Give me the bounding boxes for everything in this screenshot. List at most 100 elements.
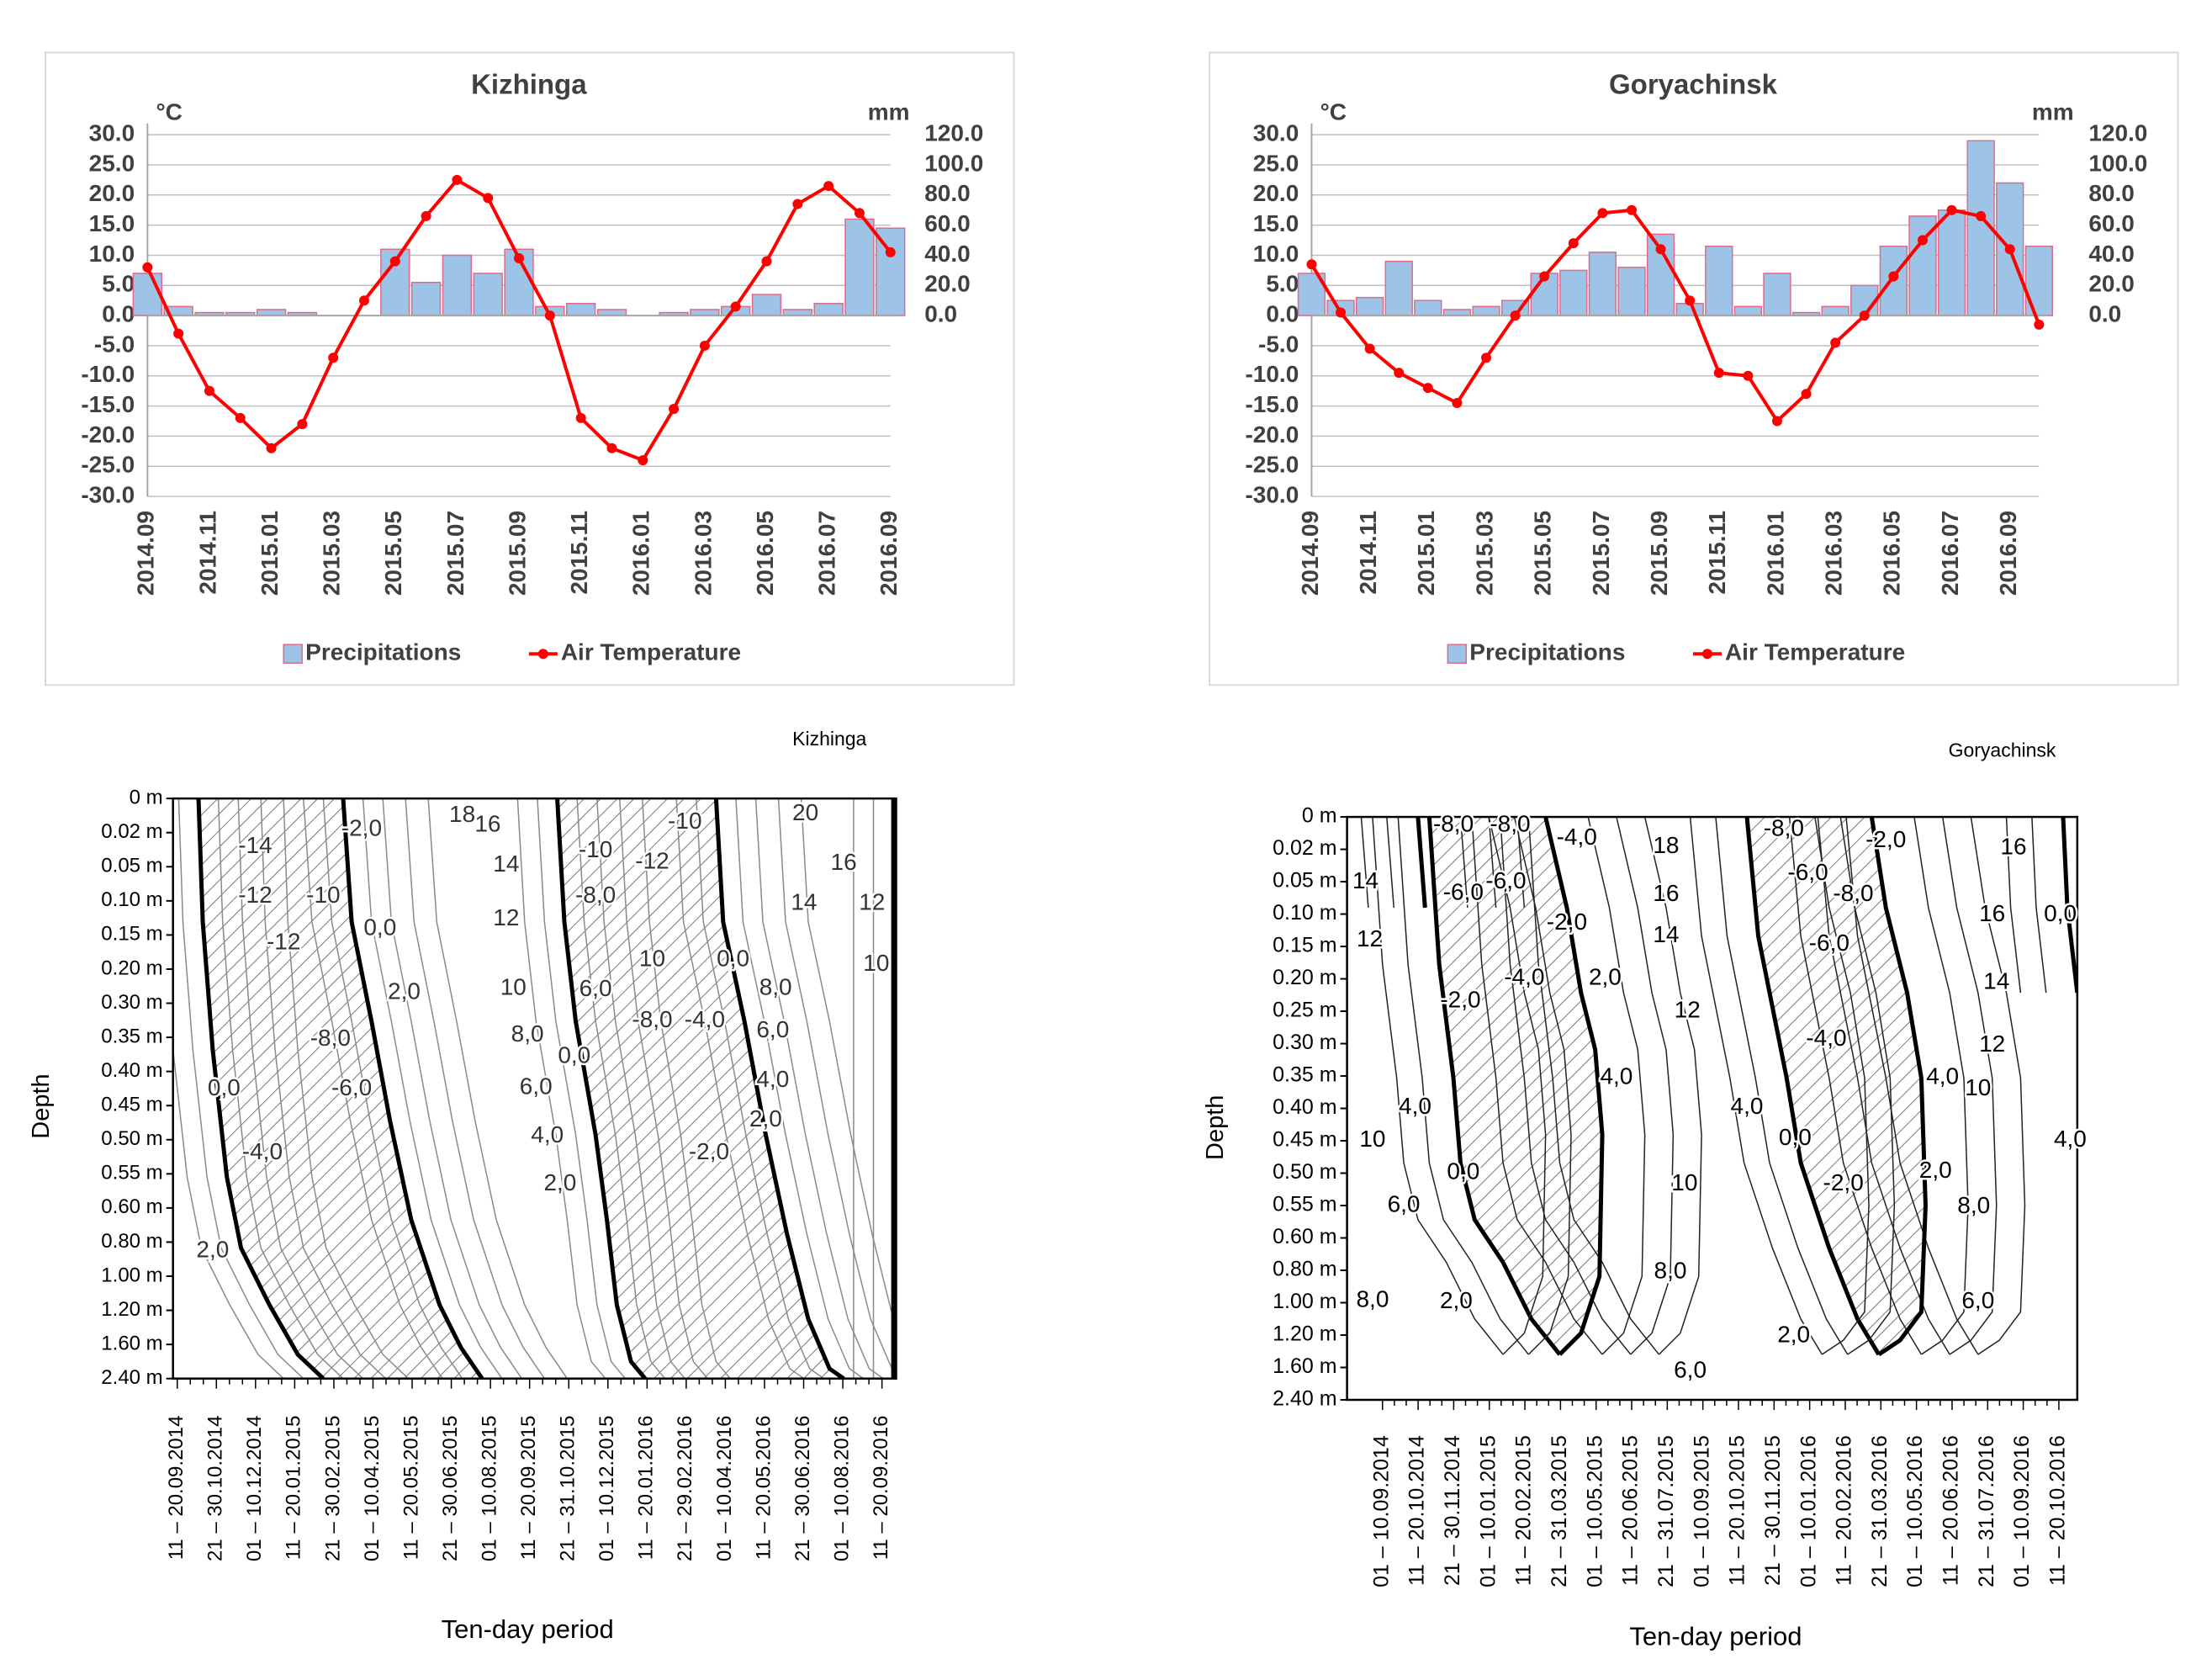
contour-label: 0,0 [1779,1124,1812,1150]
contour-label: 0,0 [208,1074,241,1100]
x-tick-label: 11 – 20.06.2015 [1619,1435,1643,1586]
y2-tick-label: 100.0 [924,150,983,176]
temperature-point [452,174,463,185]
x-tick-label: 11 – 20.02.2015 [1512,1435,1536,1586]
isotherm [2031,817,2047,994]
contour-label: -10 [306,882,340,908]
contour-label: -6,0 [1443,879,1484,905]
x-tick-label: 11 – 20.10.2014 [1405,1435,1429,1586]
contour-label: 2,0 [1440,1287,1473,1313]
y-tick-label: -25.0 [1245,452,1299,478]
y-tick-label: 0.25 m [1273,999,1336,1022]
contour-label: 14 [493,851,519,877]
isotherm [1471,817,1603,1355]
contour-label: 10 [1965,1074,1991,1100]
temperature-point [1859,310,1870,321]
temperature-point [1306,259,1317,270]
x-tick-label: 11 – 20.05.2016 [752,1416,775,1561]
x-tick-label: 11 – 20.06.2016 [1939,1435,1963,1586]
temperature-point [328,352,339,363]
bar [442,254,473,316]
contour-label: -6,0 [1787,859,1828,885]
isotherm [1689,817,1823,1355]
contour-label: 16 [474,811,500,837]
temperature-point [1771,416,1782,427]
x-tick-label: 2015.03 [1471,511,1497,596]
temperature-point [1801,389,1812,400]
y-tick-label: -20.0 [81,421,135,448]
legend-dot [537,649,548,660]
isotherm [735,798,865,1379]
legend-label: Precipitations [305,639,461,665]
bar [1821,305,1850,316]
contour-label: 0,0 [363,914,396,941]
y-tick-label: 0.0 [102,301,135,327]
y-tick-label: 0.10 m [1273,901,1336,925]
temperature-point [2004,244,2015,255]
contour-label: 16 [1979,900,2005,926]
x-tick-label: 2015.09 [1646,511,1672,596]
x-tick-label: 21 – 30.10.2014 [204,1416,227,1562]
y2-tick-label: 100.0 [2088,150,2147,176]
isotherms [173,798,897,1379]
x-tick-label: 01 – 10.09.2015 [1690,1435,1713,1587]
y-tick-label: 0.55 m [1273,1193,1336,1216]
isotherm [516,798,606,1379]
temperature-point [1655,244,1666,255]
contour-label: 8,0 [511,1020,544,1047]
frozen-zone [1747,817,1926,1355]
contour-label: 4,0 [1926,1063,1959,1089]
contour-label: 16 [1653,880,1679,906]
y-unit: °C [156,98,182,125]
x-tick-label: 01 – 10.09.2016 [2010,1435,2034,1587]
zero-isotherm [1744,817,1881,1356]
contour-label: 14 [1983,968,2009,994]
isotherm [1513,817,1572,1355]
isotherm [1499,817,1632,1355]
temperature-point [1946,204,1957,215]
y-tick-label: 25.0 [1253,150,1299,176]
y-tick-label: 0.10 m [101,888,162,911]
contour-label: -8,0 [1764,815,1804,841]
contour-label: 10 [1671,1169,1697,1195]
x-tick-label: 2015.05 [380,511,406,596]
y-tick-label: 20.0 [1253,180,1299,206]
isotherm [1386,817,1394,909]
contour-label: 4,0 [1399,1093,1431,1119]
contour-label: 4,0 [531,1121,564,1147]
y2-tick-label: 0.0 [2088,301,2121,327]
contour-label: -10 [668,808,701,834]
y-tick-label: 2.40 m [101,1366,162,1389]
y-tick-label: -30.0 [81,481,135,507]
contour-label: -4,0 [1806,1025,1846,1051]
x-tick-label: 21 – 30.11.2014 [1441,1435,1464,1586]
y2-tick-label: 120.0 [924,120,983,146]
contour-label: 6,0 [756,1016,789,1042]
climate-chart: Goryachinsk °C mm 30.0 25.0 20.0 15.0 10.0 5.0 0.… [1209,51,2179,686]
isotherm [1616,817,1675,1355]
temperature-point [730,301,741,312]
contour-label: -2,0 [689,1138,729,1164]
contour-label: 14 [1352,867,1379,893]
contour-label: 16 [831,849,857,875]
temperature-point [1917,235,1928,246]
isotherm [1488,817,1497,909]
temperature-point [1481,352,1492,363]
x-tick-label: 21 – 31.03.2016 [1868,1435,1892,1587]
contour-label: 0,0 [717,946,749,972]
temperature-point [1336,307,1347,318]
y-tick-label: -15.0 [1245,391,1299,417]
plot-frame [172,797,897,1380]
isotherm [427,798,568,1379]
y-tick-label: 0.15 m [1273,934,1336,957]
bar [565,303,596,316]
contour-label: 8,0 [1957,1192,1990,1218]
y-tick-label: 0.80 m [1273,1258,1336,1281]
y-tick-label: 30.0 [89,120,135,146]
bar [1879,245,1908,316]
y-tick-label: 0.02 m [101,820,162,843]
bar [1763,273,1791,316]
isotherm [362,798,503,1379]
y2-unit: mm [868,98,910,125]
